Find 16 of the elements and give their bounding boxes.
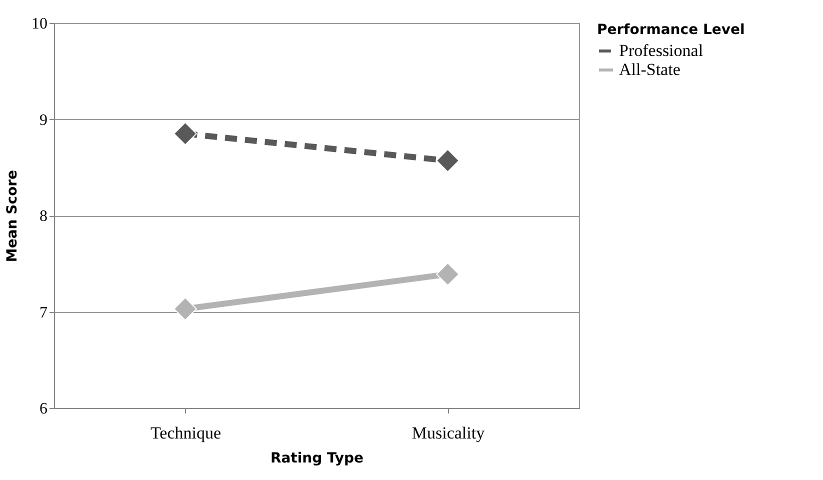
y-tick-label: 9 [40,112,48,129]
y-tick-label: 6 [40,400,48,418]
x-axis-title: Rating Type [270,450,364,466]
legend-title: Performance Level [597,22,745,38]
point [436,262,460,286]
legend-label: All-State [619,60,680,79]
y-axis-title: Mean Score [4,170,20,262]
point [436,148,460,172]
point [174,297,197,321]
y-tick-label: 8 [40,208,48,225]
y-tick-label: 10 [32,16,48,32]
x-tick-label: Technique [150,424,222,442]
y-tick-label: 7 [40,304,48,322]
point [174,122,197,146]
x-tick-label: Musicality [412,424,486,442]
legend-label: Professional [619,41,704,60]
